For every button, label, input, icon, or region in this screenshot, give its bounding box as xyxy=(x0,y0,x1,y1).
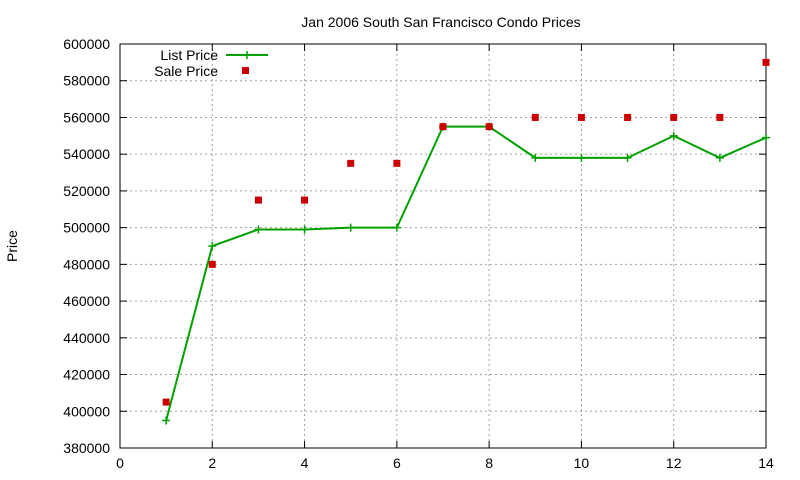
sale-price-point xyxy=(347,159,355,167)
x-tick-label: 12 xyxy=(666,455,682,471)
y-tick-label: 440000 xyxy=(63,330,110,346)
x-tick-label: 4 xyxy=(301,455,309,471)
sale-price-point xyxy=(670,113,678,121)
list-price-point xyxy=(300,225,309,234)
sale-price-point xyxy=(762,58,770,66)
plot-frame xyxy=(119,43,767,449)
series-list-price xyxy=(162,122,770,425)
chart-title: Jan 2006 South San Francisco Condo Price… xyxy=(301,14,580,30)
legend-marker-list-price xyxy=(243,51,251,59)
y-tick-label: 420000 xyxy=(63,367,110,383)
list-price-point xyxy=(346,223,355,232)
list-price-point xyxy=(669,131,678,140)
list-price-point xyxy=(208,242,217,250)
x-tick-label: 10 xyxy=(574,455,590,471)
list-price-point xyxy=(715,153,724,162)
sale-price-point xyxy=(485,123,493,131)
list-price-point xyxy=(162,416,171,425)
sale-price-point xyxy=(577,113,585,121)
legend: List Price Sale Price xyxy=(154,47,268,79)
sale-price-point xyxy=(439,123,447,131)
list-price-point xyxy=(623,153,632,162)
sale-price-point xyxy=(208,260,216,268)
y-tick-label: 600000 xyxy=(63,36,110,52)
y-tick-label: 400000 xyxy=(63,403,110,419)
sale-price-point xyxy=(716,113,724,121)
legend-label-sale-price: Sale Price xyxy=(154,63,218,79)
y-tick-label: 520000 xyxy=(63,183,110,199)
list-price-line xyxy=(165,125,767,421)
x-tick-label: 0 xyxy=(116,455,124,471)
sale-price-point xyxy=(162,398,170,406)
x-tick-label: 6 xyxy=(393,455,401,471)
series-sale-price xyxy=(162,58,770,406)
tick-labels: 380000 400000 420000 440000 460000 480000 5000… xyxy=(63,36,774,471)
y-tick-label: 560000 xyxy=(63,109,110,125)
y-tick-label: 500000 xyxy=(63,220,110,236)
x-tick-label: 8 xyxy=(485,455,493,471)
x-tick-label: 14 xyxy=(758,455,774,471)
sale-price-point xyxy=(531,113,539,121)
sale-price-point xyxy=(301,196,309,204)
list-price-point xyxy=(392,223,401,232)
y-tick-label: 380000 xyxy=(63,440,110,456)
y-tick-label: 460000 xyxy=(63,293,110,309)
y-axis-label: Price xyxy=(4,230,20,262)
list-price-point xyxy=(577,153,586,162)
list-price-point xyxy=(254,225,263,234)
x-tick-label: 2 xyxy=(208,455,216,471)
y-tick-label: 480000 xyxy=(63,256,110,272)
list-price-point xyxy=(531,153,540,162)
sale-price-point xyxy=(624,113,632,121)
y-tick-label: 580000 xyxy=(63,73,110,89)
sale-price-point xyxy=(393,159,401,167)
y-tick-label: 540000 xyxy=(63,146,110,162)
list-price-point xyxy=(762,133,770,142)
legend-marker-sale-price xyxy=(242,67,249,74)
legend-label-list-price: List Price xyxy=(160,47,218,63)
sale-price-point xyxy=(254,196,262,204)
